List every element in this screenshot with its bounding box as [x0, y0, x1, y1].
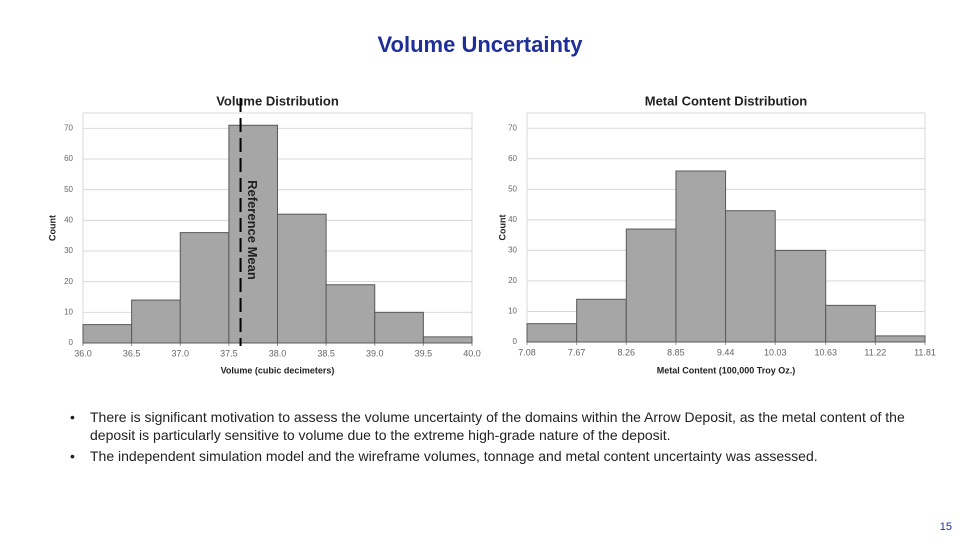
- histogram-bar: [874, 335, 926, 343]
- x-tick-label: 8.26: [618, 347, 636, 357]
- y-tick-label: 30: [508, 246, 517, 255]
- y-tick-label: 40: [64, 215, 73, 224]
- y-tick-label: 50: [64, 185, 73, 194]
- chart-title: Volume Distribution: [216, 93, 339, 108]
- histogram-bar: [374, 311, 424, 344]
- x-tick-label: 10.63: [814, 347, 837, 357]
- x-tick-label: 10.03: [764, 347, 787, 357]
- x-tick-label: 39.0: [366, 348, 384, 358]
- x-tick-label: 38.0: [269, 348, 287, 358]
- y-tick-label: 10: [64, 307, 73, 316]
- y-tick-label: 10: [508, 307, 517, 316]
- histogram-bar: [325, 284, 376, 344]
- x-axis-label: Metal Content (100,000 Troy Oz.): [657, 365, 796, 375]
- x-tick-label: 36.5: [123, 348, 141, 358]
- x-tick-label: 37.0: [171, 348, 189, 358]
- chart-title: Metal Content Distribution: [645, 93, 808, 108]
- histogram-bar: [179, 232, 230, 344]
- bullet-list: There is significant motivation to asses…: [70, 408, 930, 468]
- y-tick-label: 0: [69, 338, 74, 347]
- reference-label: Reference Mean: [245, 180, 260, 280]
- histogram-bar: [774, 249, 827, 343]
- y-tick-label: 30: [64, 246, 73, 255]
- y-tick-label: 0: [513, 337, 518, 346]
- bullet: There is significant motivation to asses…: [70, 408, 930, 444]
- y-axis-label: Count: [497, 215, 507, 241]
- x-tick-label: 37.5: [220, 348, 238, 358]
- histogram-bar: [725, 210, 776, 343]
- page-number: 15: [940, 521, 952, 533]
- histogram-bar: [825, 304, 876, 343]
- slide-title: Volume Uncertainty: [378, 32, 584, 57]
- histogram-bar: [625, 228, 677, 343]
- y-tick-label: 20: [508, 276, 517, 285]
- histogram-bar: [576, 298, 627, 343]
- x-tick-label: 11.22: [864, 347, 886, 357]
- x-tick-label: 11.81: [914, 347, 936, 357]
- y-tick-label: 70: [64, 123, 73, 132]
- x-tick-label: 7.08: [518, 347, 536, 357]
- y-tick-label: 60: [508, 154, 517, 163]
- histogram-bar: [675, 170, 727, 343]
- y-tick-label: 70: [508, 123, 517, 132]
- x-tick-label: 8.85: [667, 347, 685, 357]
- y-tick-label: 20: [64, 277, 73, 286]
- x-tick-label: 36.0: [74, 348, 92, 358]
- y-tick-label: 50: [508, 184, 517, 193]
- histogram-bar: [82, 324, 133, 344]
- x-tick-label: 9.44: [717, 347, 735, 357]
- histogram-bar: [422, 336, 473, 344]
- y-tick-label: 60: [64, 154, 73, 163]
- x-tick-label: 38.5: [317, 348, 335, 358]
- bullet: The independent simulation model and the…: [70, 447, 930, 465]
- histogram-bar: [131, 299, 181, 344]
- x-tick-label: 39.5: [415, 348, 433, 358]
- histogram-bar: [526, 323, 578, 343]
- histogram-bar: [277, 213, 327, 344]
- x-tick-label: 7.67: [568, 347, 586, 357]
- x-tick-label: 40.0: [463, 348, 481, 358]
- y-tick-label: 40: [508, 215, 517, 224]
- x-axis-label: Volume (cubic decimeters): [221, 365, 335, 375]
- y-axis-label: Count: [47, 215, 57, 241]
